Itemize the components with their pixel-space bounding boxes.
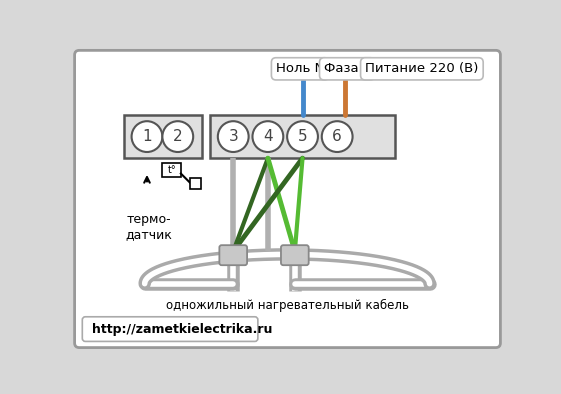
FancyBboxPatch shape [124, 115, 203, 158]
Circle shape [252, 121, 283, 152]
Text: 1: 1 [142, 129, 152, 144]
Text: t°: t° [167, 165, 176, 175]
FancyBboxPatch shape [75, 50, 500, 348]
Text: 4: 4 [263, 129, 273, 144]
FancyBboxPatch shape [190, 178, 201, 189]
Text: одножильный нагревательный кабель: одножильный нагревательный кабель [165, 299, 408, 312]
Circle shape [322, 121, 352, 152]
Text: http://zametkielectrika.ru: http://zametkielectrika.ru [91, 323, 272, 336]
Text: термо-
датчик: термо- датчик [125, 213, 172, 241]
Text: 6: 6 [332, 129, 342, 144]
Text: Ноль N: Ноль N [276, 62, 324, 75]
Circle shape [132, 121, 162, 152]
FancyBboxPatch shape [82, 317, 258, 342]
FancyBboxPatch shape [281, 245, 309, 265]
Circle shape [287, 121, 318, 152]
Text: 3: 3 [228, 129, 238, 144]
Text: 2: 2 [173, 129, 182, 144]
FancyBboxPatch shape [162, 163, 181, 177]
Circle shape [162, 121, 193, 152]
FancyBboxPatch shape [210, 115, 395, 158]
Circle shape [218, 121, 249, 152]
Text: Фаза L: Фаза L [324, 62, 370, 75]
Text: 5: 5 [298, 129, 307, 144]
Text: Питание 220 (В): Питание 220 (В) [365, 62, 479, 75]
FancyBboxPatch shape [219, 245, 247, 265]
